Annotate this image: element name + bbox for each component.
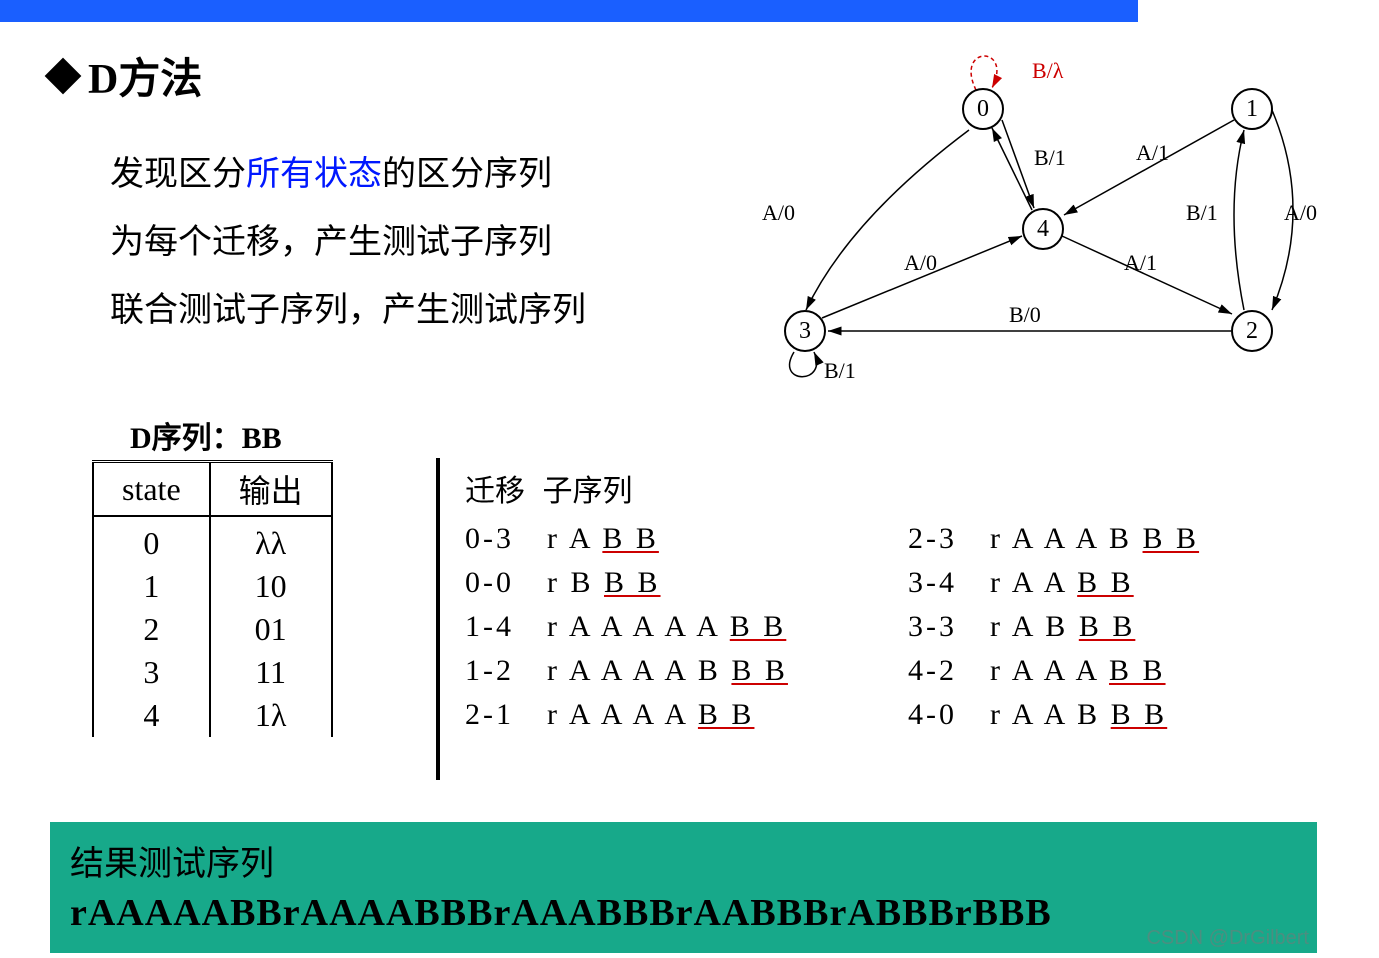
result-box: 结果测试序列 rAAAAABBrAAAABBBrAAABBBrAABBBrABB… [50, 822, 1317, 953]
seq-col-right: 2-3r A A A B B B 3-4r A A B B 3-3r A B B… [908, 522, 1199, 732]
seq-row: 0-0r B B B [465, 566, 788, 600]
desc-1-blue: 所有状态 [246, 156, 382, 193]
table-row: 0λλ [93, 516, 332, 565]
seq-header-col1: 迁移 [465, 466, 525, 510]
result-label: 结果测试序列 [70, 836, 1297, 885]
seq-row: 4-2r A A A B B [908, 654, 1199, 688]
seq-row: 2-1r A A A A B B [465, 698, 788, 732]
edge-label-12: A/0 [1284, 200, 1317, 226]
seq-row: 3-3r A B B B [908, 610, 1199, 644]
desc-1-post: 的区分序列 [382, 156, 552, 193]
result-sequence: rAAAAABBrAAAABBBrAAABBBrAABBBrABBBrBBB [70, 891, 1297, 935]
state-output-table: state 输出 0λλ 110 201 311 41λ [92, 460, 333, 737]
state-diagram: 0 1 2 3 4 B/λ A/0 B/1 A/1 A/0 B/1 B/0 B/… [754, 50, 1314, 380]
edge-label-14: A/1 [1136, 140, 1169, 166]
node-2: 2 [1231, 310, 1273, 352]
edge-label-21: B/1 [1186, 200, 1218, 226]
d-sequence-title: D序列：BB [130, 413, 282, 457]
top-blue-bar [0, 0, 1138, 22]
edge-label-33: B/1 [824, 358, 856, 384]
desc-1-pre: 发现区分 [110, 156, 246, 193]
heading-text: D方法 [88, 57, 202, 103]
seq-header-col2: 子序列 [543, 466, 633, 510]
node-3: 3 [784, 310, 826, 352]
seq-row: 1-2r A A A A B B B [465, 654, 788, 688]
th-state: state [93, 462, 210, 517]
edge-label-42: A/1 [1124, 250, 1157, 276]
node-4: 4 [1022, 208, 1064, 250]
table-row: 311 [93, 651, 332, 694]
edge-label-03: A/0 [762, 200, 795, 226]
edge-label-04: B/1 [1034, 145, 1066, 171]
seq-row: 3-4r A A B B [908, 566, 1199, 600]
vertical-divider [436, 458, 440, 780]
seq-row: 0-3r A B B [465, 522, 788, 556]
edge-label-34: A/0 [904, 250, 937, 276]
seq-row: 1-4r A A A A A B B [465, 610, 788, 644]
node-1: 1 [1231, 88, 1273, 130]
edge-label-00: B/λ [1032, 58, 1063, 84]
subsequence-block: 迁移 子序列 0-3r A B B 0-0r B B B 1-4r A A A … [465, 466, 1199, 732]
table-row: 41λ [93, 694, 332, 737]
watermark: CSDN @DrGilbert [1146, 927, 1309, 950]
seq-header: 迁移 子序列 [465, 466, 1199, 510]
seq-row: 4-0r A A B B B [908, 698, 1199, 732]
diamond-bullet-icon [45, 58, 82, 95]
table-row: 110 [93, 565, 332, 608]
node-0: 0 [962, 88, 1004, 130]
table-row: 201 [93, 608, 332, 651]
seq-row: 2-3r A A A B B B [908, 522, 1199, 556]
th-output: 输出 [210, 462, 332, 517]
edge-label-23: B/0 [1009, 302, 1041, 328]
seq-col-left: 0-3r A B B 0-0r B B B 1-4r A A A A A B B… [465, 522, 788, 732]
